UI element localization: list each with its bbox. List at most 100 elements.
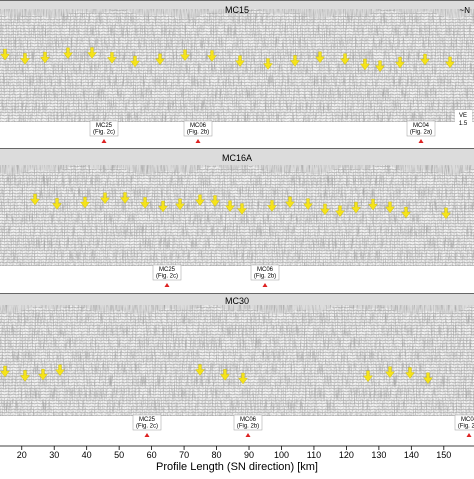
marker-name: MC25 [159,267,176,273]
yellow-arrow [87,47,97,59]
yellow-arrow [315,51,325,64]
marker-box [233,414,263,431]
yellow-arrow [290,55,300,67]
yellow-arrow [20,53,30,65]
marker-box [132,414,162,431]
yellow-arrow [55,364,65,376]
marker-name: MC04 [461,417,474,423]
yellow-arrow [360,58,370,71]
ve-box [455,110,472,128]
x-tick-label: 140 [404,450,419,460]
marker-name: MC25 [96,123,113,129]
marker-box [250,264,280,281]
seismic-noise [0,9,474,134]
x-axis-label: Profile Length (SN direction) [km] [156,461,318,473]
marker-triangle [262,283,268,287]
yellow-arrow [130,55,140,68]
x-tick-label: 110 [307,450,321,460]
marker-triangle [418,139,424,143]
yellow-arrow [100,192,110,204]
yellow-arrow [40,51,50,64]
ve-label: VE [459,113,467,119]
yellow-arrow [285,196,295,209]
marker-box [406,120,436,137]
marker-name: MC06 [257,267,274,273]
seismic-noise [0,305,474,428]
marker-triangle [466,433,472,437]
seismic-noise [0,165,474,278]
yellow-arrow [441,207,451,220]
panel-title: MC15 [225,5,249,15]
yellow-arrow [335,205,345,217]
marker-box [454,414,474,431]
x-tick-label: 30 [49,450,59,460]
yellow-arrow [263,58,273,70]
yellow-arrow [20,370,30,382]
yellow-arrow [395,56,405,69]
marker-box [89,120,119,137]
yellow-arrow [30,193,40,206]
yellow-arrow [405,367,415,379]
yellow-arrow [340,53,350,65]
panel-title: MC16A [222,153,252,163]
yellow-arrow [303,198,313,210]
seismic-panel: MC16A MC25(Fig. 2c) MC06(Fig. 2b) [0,148,474,290]
marker-box [183,120,213,137]
x-tick-label: 90 [244,450,254,460]
yellow-arrow [445,56,455,69]
marker-ref: (Fig. 2a) [410,130,432,136]
marker-triangle [195,139,201,143]
yellow-arrow [363,370,373,383]
seismic-panel: MC30 MC25(Fig. 2c) MC06(Fig. 2b) MC04(Fig. … [0,293,474,440]
yellow-arrow [155,53,165,66]
yellow-arrow [267,200,277,212]
x-tick-label: 50 [114,450,124,460]
yellow-arrow [423,372,433,384]
x-tick-label: 80 [212,450,222,460]
yellow-arrow [195,364,205,376]
yellow-arrow [195,194,205,206]
x-tick-label: 60 [147,450,157,460]
yellow-arrow [80,196,90,209]
yellow-arrow [180,49,190,61]
marker-name: MC06 [190,123,207,129]
yellow-arrow [385,201,395,214]
marker-box [152,264,182,281]
marker-ref: (Fig. 2b) [187,130,209,136]
yellow-arrow [0,365,10,378]
yellow-arrow [0,48,10,61]
x-tick-label: 100 [274,450,289,460]
yellow-arrow [175,198,185,211]
x-tick-label: 20 [17,450,27,460]
yellow-arrow [63,47,73,59]
yellow-arrow [237,203,247,215]
x-tick-label: 40 [82,450,92,460]
marker-band [0,266,474,290]
marker-ref: (Fig. 2b) [254,274,276,280]
direction-label: ~N [460,6,471,15]
yellow-arrow [368,198,378,211]
yellow-arrow [120,192,130,204]
yellow-arrow [107,52,117,64]
ve-value: 1.5 [459,121,468,127]
marker-triangle [245,433,251,437]
marker-ref: (Fig. 2b) [237,424,259,430]
yellow-arrow [351,201,361,214]
marker-ref: (Fig. 2c) [156,274,178,280]
marker-ref: (Fig. 2c) [93,130,115,136]
x-tick-label: 70 [179,450,189,460]
yellow-arrow [210,195,220,207]
marker-name: MC04 [413,123,430,129]
yellow-arrow [235,55,245,67]
yellow-arrow [220,369,230,381]
yellow-arrow [38,368,48,381]
yellow-arrow [225,200,235,212]
yellow-arrow [401,206,411,219]
seismic-panel: MC15 ~N VE 1.5 MC25(Fig. 2c) MC06(Fig. 2b) MC0… [0,0,474,146]
x-tick-label: 130 [371,450,386,460]
x-tick-label: 120 [339,450,354,460]
yellow-arrow [385,366,395,378]
yellow-arrow [420,53,430,66]
yellow-arrow [238,372,248,385]
